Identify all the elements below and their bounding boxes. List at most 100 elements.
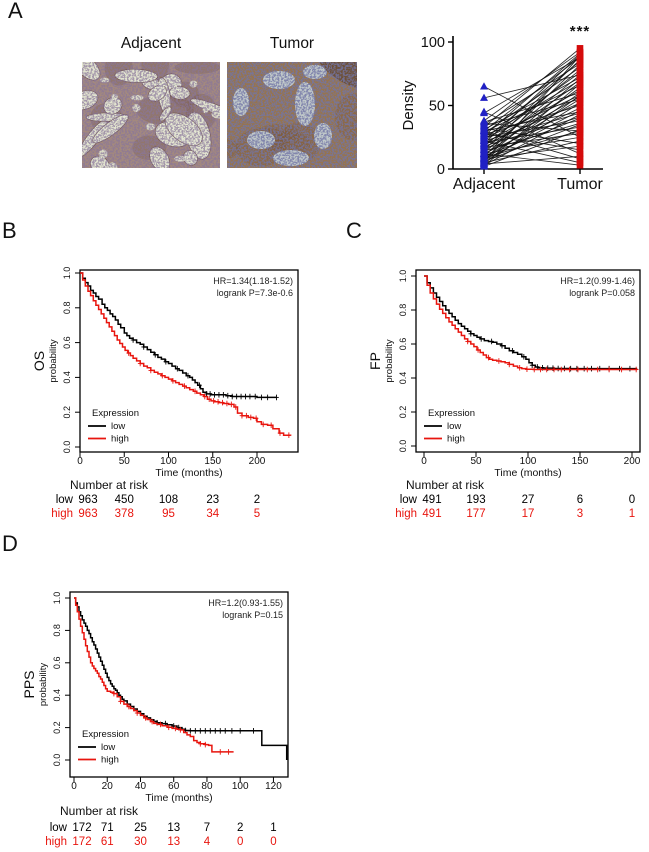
- panel-c-letter: C: [346, 218, 362, 243]
- risk-value: 2: [237, 822, 243, 834]
- panel-b-letter: B: [2, 218, 17, 243]
- km-fp-group: 0.0 0.2 0.4 0.6 0.8 1.0 0 50 100 150 200 Time (mont…: [367, 269, 641, 520]
- x-tick-label: 200: [624, 456, 641, 467]
- risk-value: 491: [422, 508, 441, 520]
- hr-annotation: HR=1.34(1.18-1.52): [213, 276, 293, 286]
- risk-value: 1: [270, 822, 276, 834]
- y-tick-label: 0.4: [52, 689, 62, 702]
- y-axis-label: OS: [31, 351, 47, 371]
- risk-value: 172: [72, 836, 91, 848]
- risk-value: 17: [522, 508, 535, 520]
- y-axis-sublabel: probability: [384, 339, 395, 383]
- censor-marks-low: [154, 719, 256, 734]
- x-tick-label: 100: [232, 781, 249, 792]
- risk-value: 5: [254, 508, 260, 520]
- hr-annotation: HR=1.2(0.93-1.55): [208, 598, 283, 608]
- risk-value: 13: [167, 836, 180, 848]
- x-tick-label: 40: [135, 781, 147, 792]
- panel-a-letter: A: [8, 0, 23, 23]
- censor-marks-low: [468, 331, 633, 372]
- km-curve-high: [80, 272, 292, 436]
- y-tick-label: 1.0: [62, 267, 72, 280]
- number-at-risk-title: Number at risk: [70, 478, 149, 492]
- risk-value: 61: [101, 836, 114, 848]
- y-tick-label: 0.8: [52, 624, 62, 637]
- y-tick-label: 0.4: [398, 372, 408, 385]
- risk-value: 95: [162, 508, 175, 520]
- y-tick-label: 1.0: [52, 592, 62, 605]
- x-axis-label: Time (months): [145, 792, 212, 804]
- y-tick-label: 0.6: [62, 336, 72, 349]
- risk-value: 4: [204, 836, 211, 848]
- risk-value: 27: [522, 494, 535, 506]
- x-axis-label: Time (months): [494, 467, 561, 479]
- y-tick-label: 0.6: [398, 338, 408, 351]
- y-tick-label: 0.2: [398, 406, 408, 419]
- y-axis-label: Density: [400, 80, 417, 131]
- y-axis-sublabel: probability: [48, 339, 59, 383]
- legend-title: Expression: [92, 408, 139, 419]
- x-tick-label: 60: [168, 781, 180, 792]
- y-tick-label: 0.4: [62, 371, 72, 384]
- legend-item-label: low: [101, 742, 115, 753]
- legend-item-label: low: [447, 421, 461, 432]
- tumor-image-title: Tumor: [269, 35, 315, 52]
- x-tick-label: 0: [71, 781, 77, 792]
- density-paired-plot: 0 50 100 Adjacent Tumor Density ***: [400, 23, 603, 193]
- risk-row-label: low: [56, 494, 74, 506]
- risk-value: 7: [204, 822, 210, 834]
- y-tick-label: 0.8: [398, 304, 408, 317]
- risk-value: 193: [466, 494, 485, 506]
- y-tick-label: 0.0: [52, 754, 62, 767]
- paired-plot-group: 0 50 100 Adjacent Tumor Density ***: [400, 23, 603, 193]
- x-tick-label: 50: [470, 456, 482, 467]
- panel-d-letter: D: [2, 531, 18, 556]
- risk-value: 177: [466, 508, 485, 520]
- adjacent-histology-image: [82, 62, 220, 168]
- risk-value: 450: [115, 494, 134, 506]
- x-tick-label: 20: [102, 781, 114, 792]
- x-tick-label: 80: [201, 781, 213, 792]
- risk-value: 963: [78, 508, 97, 520]
- x-axis-label: Time (months): [155, 467, 222, 479]
- y-tick-label: 100: [421, 35, 445, 51]
- km-os-group: 0.0 0.2 0.4 0.6 0.8 1.0 0 50 100 150 200 Time (mont…: [31, 267, 299, 520]
- y-axis-sublabel: probability: [38, 663, 49, 707]
- x-tick-label: 100: [160, 456, 177, 467]
- pair-markers: [480, 45, 584, 170]
- risk-row-label: high: [395, 508, 417, 520]
- risk-value: 2: [254, 494, 260, 506]
- risk-value: 172: [72, 822, 91, 834]
- pair-lines: [483, 48, 581, 167]
- risk-value: 1: [629, 508, 635, 520]
- y-tick-label: 1.0: [398, 270, 408, 283]
- x-tick-label: 120: [265, 781, 282, 792]
- number-at-risk-title: Number at risk: [406, 478, 485, 492]
- risk-value: 963: [78, 494, 97, 506]
- risk-value: 34: [206, 508, 219, 520]
- x-tick-label: 150: [572, 456, 589, 467]
- risk-value: 0: [270, 836, 276, 848]
- risk-row-label: low: [400, 494, 418, 506]
- number-at-risk-title: Number at risk: [60, 804, 139, 818]
- risk-row-label: low: [50, 822, 68, 834]
- logrank-annotation: logrank P=0.058: [569, 288, 635, 298]
- y-tick-label: 50: [429, 99, 445, 115]
- risk-value: 3: [577, 508, 583, 520]
- censor-marks-high: [126, 350, 292, 438]
- significance-stars: ***: [570, 23, 591, 40]
- legend-item-label: high: [101, 755, 119, 766]
- x-tick-label: 50: [119, 456, 131, 467]
- logrank-annotation: logrank P=7.3e-0.6: [217, 288, 293, 298]
- x-tick-label: 0: [421, 456, 427, 467]
- risk-value: 108: [159, 494, 178, 506]
- x-tick-label: 200: [249, 456, 266, 467]
- y-tick-label: 0: [437, 162, 445, 178]
- risk-value: 0: [629, 494, 635, 506]
- hr-annotation: HR=1.2(0.99-1.46): [560, 276, 635, 286]
- y-tick-label: 0.6: [52, 657, 62, 670]
- risk-row-label: high: [51, 508, 73, 520]
